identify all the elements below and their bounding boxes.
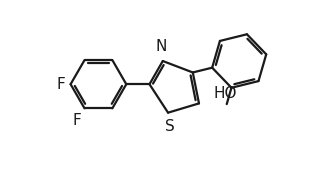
Text: S: S	[165, 119, 174, 134]
Text: F: F	[73, 113, 82, 128]
Text: N: N	[156, 39, 167, 54]
Text: HO: HO	[213, 86, 237, 101]
Text: F: F	[56, 77, 65, 92]
